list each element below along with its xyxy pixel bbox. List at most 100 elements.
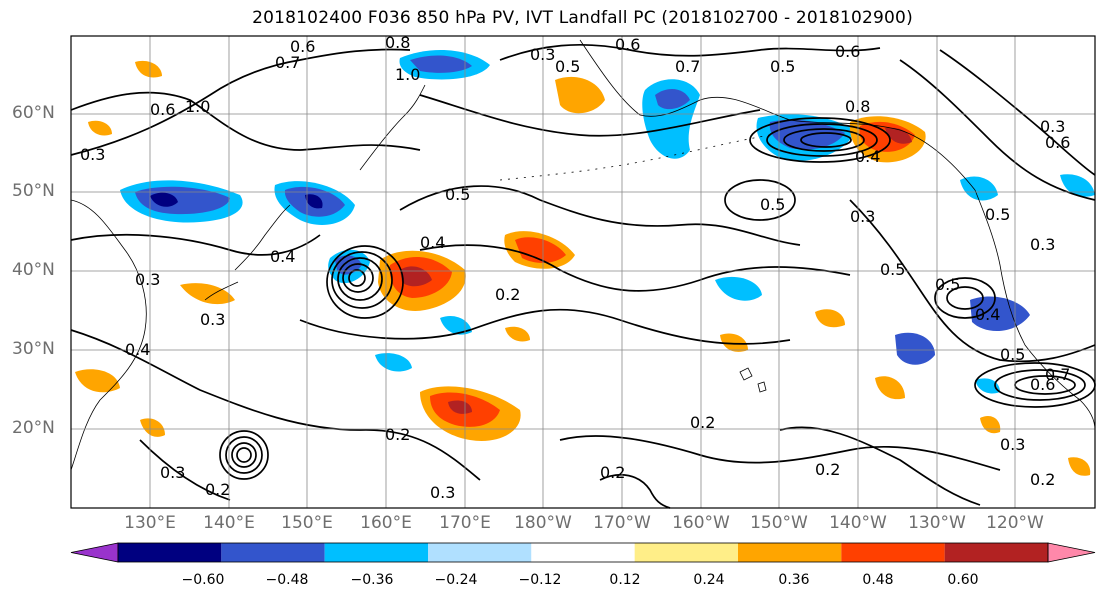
lon-label: 150°E <box>281 513 333 533</box>
pos-anomaly-region <box>515 237 566 263</box>
contour-label: 0.3 <box>850 207 875 226</box>
lon-label: 170°W <box>593 513 651 533</box>
neg-anomaly-region <box>975 378 1000 394</box>
pos-anomaly-region <box>885 127 912 144</box>
contour-line <box>70 91 421 151</box>
contour-line <box>849 199 1096 363</box>
contour-label: 0.4 <box>855 147 880 166</box>
colorbar-tick-label: 0.48 <box>862 572 894 588</box>
colorbar-tick-label: −0.24 <box>434 572 478 588</box>
neg-anomaly-region <box>960 176 998 201</box>
contour-line <box>139 439 231 501</box>
contour-label: 0.6 <box>290 37 315 56</box>
colorbar-swatch <box>118 543 222 562</box>
pos-anomaly-region <box>815 309 845 328</box>
contour-label: 0.2 <box>690 413 715 432</box>
contour-label: 0.4 <box>420 233 445 252</box>
contour-label: 1.0 <box>395 65 420 84</box>
coastlines <box>70 39 1096 471</box>
contour-label: 0.2 <box>1030 470 1055 489</box>
contour-line <box>337 257 383 301</box>
contour-line <box>236 447 252 463</box>
contour-line <box>225 436 263 474</box>
contour-line <box>994 369 1086 401</box>
lon-label: 160°E <box>360 513 412 533</box>
lon-label: 140°W <box>829 513 887 533</box>
contour-label: 0.7 <box>1045 365 1070 384</box>
lat-label: 30°N <box>12 339 55 359</box>
contour-label: 0.8 <box>845 97 870 116</box>
pos-anomaly-region <box>88 120 112 136</box>
contour-label: 0.3 <box>200 310 225 329</box>
contour-label: 0.5 <box>935 275 960 294</box>
colorbar-swatch <box>428 543 532 562</box>
lon-label: 130°W <box>908 513 966 533</box>
colorbar-frame <box>117 542 1049 563</box>
contour-line <box>419 244 851 292</box>
contour-label: 0.6 <box>835 42 860 61</box>
contour-label: 0.3 <box>1030 235 1055 254</box>
lat-label: 20°N <box>12 418 55 438</box>
neg-anomaly-region <box>150 192 178 207</box>
neg-anomaly-region <box>655 88 690 110</box>
colorbar-swatch <box>738 543 842 562</box>
contour-line <box>934 277 996 319</box>
pos-anomaly-region <box>859 121 915 152</box>
contour-line <box>70 48 411 156</box>
colorbar <box>70 542 1096 563</box>
contour-label: 0.2 <box>495 285 520 304</box>
contour-label: 0.6 <box>615 35 640 54</box>
contour-label: 0.2 <box>205 480 230 499</box>
coastline <box>204 281 239 301</box>
contour-line <box>399 185 801 246</box>
pos-anomaly-region <box>135 60 162 78</box>
colorbar-tick-label: −0.12 <box>518 572 562 588</box>
coastline <box>757 381 767 393</box>
contour-line <box>70 329 481 481</box>
lon-label: 140°E <box>203 513 255 533</box>
graticule <box>71 36 1095 508</box>
contour-line <box>219 430 269 480</box>
colorbar-extension-high <box>1047 542 1096 563</box>
lat-label: 60°N <box>12 103 55 123</box>
map-title: 2018102400 F036 850 hPa PV, IVT Landfall… <box>252 8 913 28</box>
neg-anomaly-region <box>895 332 935 365</box>
colorbar-swatch <box>634 543 738 562</box>
contour-line <box>749 117 891 163</box>
coastline <box>70 199 147 471</box>
coastline <box>579 39 976 191</box>
coastline <box>739 367 753 381</box>
lon-label: 150°W <box>750 513 808 533</box>
neg-anomaly-region <box>440 315 472 335</box>
pv-contours <box>70 43 1096 509</box>
pos-anomaly-region <box>180 283 235 305</box>
contour-label: 0.2 <box>385 425 410 444</box>
pos-anomaly-region <box>720 333 748 352</box>
contour-line <box>766 123 878 157</box>
contour-label: 0.7 <box>675 57 700 76</box>
coastline <box>359 84 426 171</box>
lon-label: 170°E <box>439 513 491 533</box>
contour-line <box>779 426 981 506</box>
contour-label: 0.4 <box>270 247 295 266</box>
lon-label: 180°W <box>514 513 572 533</box>
neg-anomaly-region <box>410 55 472 73</box>
contour-label: 0.3 <box>1040 117 1065 136</box>
contour-line <box>231 442 257 468</box>
contour-line <box>559 435 1001 471</box>
neg-anomaly-region <box>375 353 412 372</box>
contour-label: 0.6 <box>150 100 175 119</box>
neg-anomaly-region <box>305 194 323 209</box>
contour-label: 0.2 <box>600 463 625 482</box>
lon-label: 130°E <box>124 513 176 533</box>
contour-label: 0.6 <box>1030 375 1055 394</box>
colorbar-tick-label: 0.60 <box>947 572 979 588</box>
contour-label: 1.0 <box>185 97 210 116</box>
neg-anomaly-region <box>1060 174 1095 197</box>
coastline <box>499 134 771 181</box>
contour-line <box>946 286 984 310</box>
colorbar-swatch <box>221 543 325 562</box>
colorbar-tick-label: −0.60 <box>181 572 225 588</box>
colorbar-tick-label: 0.24 <box>693 572 725 588</box>
colorbar-tick-label: 0.36 <box>778 572 810 588</box>
